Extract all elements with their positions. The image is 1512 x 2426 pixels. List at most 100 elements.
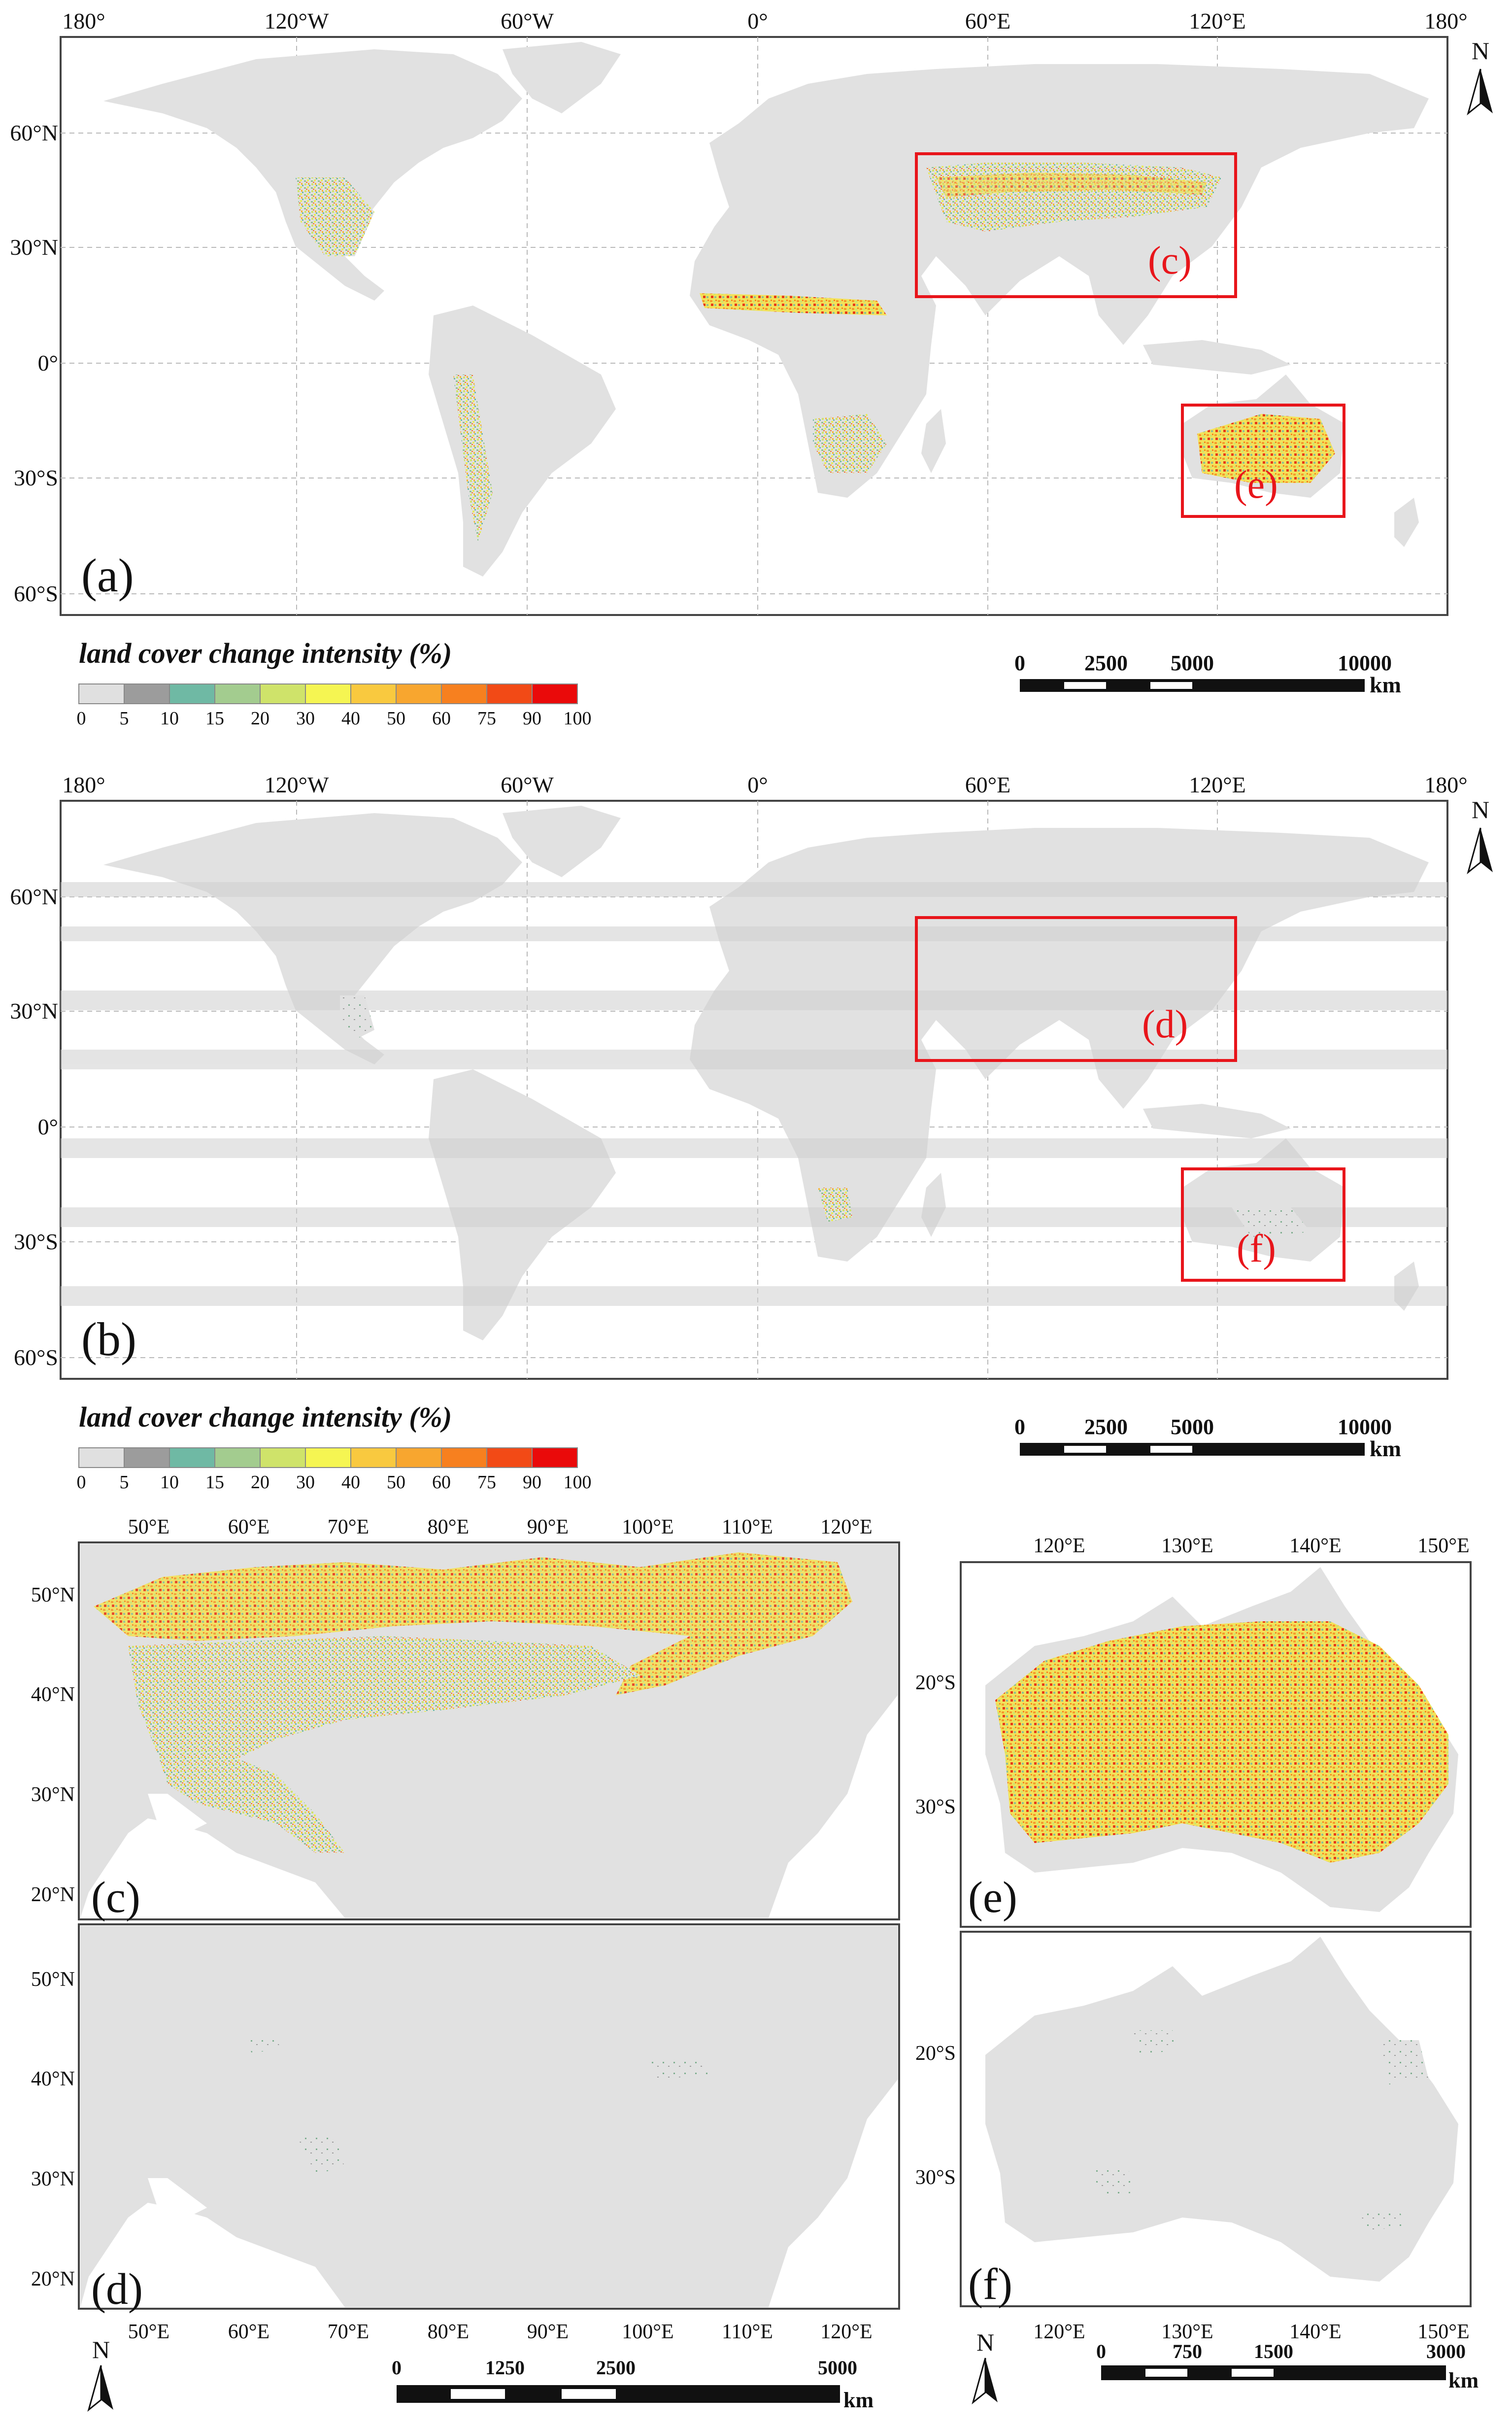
greenland <box>503 42 621 113</box>
panel-b-change-hotspots <box>340 995 1310 1237</box>
svg-text:30°S: 30°S <box>14 465 58 490</box>
svg-text:90: 90 <box>523 708 541 729</box>
legend-a-title: land cover change intensity (%) <box>79 637 452 669</box>
svg-text:0°: 0° <box>38 1114 58 1139</box>
svg-text:1500: 1500 <box>1254 2340 1293 2362</box>
panel-c-change-north <box>94 1552 852 1695</box>
svg-text:140°E: 140°E <box>1289 1535 1341 1557</box>
region-box-f <box>1181 1167 1345 1282</box>
svg-text:120°W: 120°W <box>265 8 329 34</box>
svg-text:0°: 0° <box>747 8 768 34</box>
svg-text:70°E: 70°E <box>328 2321 369 2343</box>
svg-text:40°N: 40°N <box>31 2068 75 2090</box>
legend-b-breaks: 0 5 10 15 20 30 40 50 60 75 90 100 <box>77 1472 592 1493</box>
svg-text:60°N: 60°N <box>10 120 58 145</box>
svg-text:120°E: 120°E <box>1033 2321 1085 2343</box>
region-box-e-label: (e) <box>1234 463 1278 507</box>
svg-text:120°E: 120°E <box>1033 1535 1085 1557</box>
scalebar-b: 0 2500 5000 10000 km <box>1014 1415 1401 1461</box>
svg-text:130°E: 130°E <box>1161 1535 1213 1557</box>
svg-text:3000: 3000 <box>1426 2340 1466 2362</box>
region-box-f-label: (f) <box>1237 1227 1276 1270</box>
svg-text:150°E: 150°E <box>1417 1535 1469 1557</box>
svg-text:30: 30 <box>296 708 315 729</box>
panel-a-label: (a) <box>81 549 134 602</box>
svg-text:0°: 0° <box>747 772 768 797</box>
svg-text:30°S: 30°S <box>915 2166 956 2189</box>
panel-e: 120°E 130°E 140°E 150°E 20°S 30°S (e) <box>915 1535 1472 1928</box>
panel-d-caspian <box>148 2178 207 2218</box>
panel-f-land <box>985 1937 1458 2282</box>
svg-text:N: N <box>1472 796 1489 823</box>
svg-text:40: 40 <box>341 1472 360 1493</box>
africa-eurasia <box>690 64 1429 498</box>
region-box-e <box>1181 404 1345 518</box>
svg-text:N: N <box>1472 37 1489 65</box>
panel-b-lat-labels: 60°N 30°N 0° 30°S 60°S <box>10 884 58 1370</box>
svg-text:N: N <box>976 2328 994 2356</box>
svg-text:60: 60 <box>432 1472 451 1493</box>
panel-d-lat-labels: 50°N 40°N 30°N 20°N <box>31 1968 75 2290</box>
svg-text:80°E: 80°E <box>428 2321 469 2343</box>
svg-text:50: 50 <box>387 708 405 729</box>
svg-text:60°S: 60°S <box>14 581 58 606</box>
legend-b-title: land cover change intensity (%) <box>79 1401 452 1433</box>
svg-text:0: 0 <box>1014 1415 1025 1439</box>
svg-text:N: N <box>92 2336 110 2363</box>
scalebar-aus: 0 750 1500 3000 km <box>1096 2340 1478 2392</box>
panel-c: 50°E 60°E 70°E 80°E 90°E 100°E 110°E 120… <box>31 1516 900 1922</box>
svg-text:60°E: 60°E <box>965 772 1011 797</box>
panel-c-change-central <box>128 1636 640 1784</box>
svg-text:100: 100 <box>564 708 592 729</box>
svg-text:60°E: 60°E <box>228 1516 269 1538</box>
svg-text:5: 5 <box>120 1472 129 1493</box>
svg-text:100: 100 <box>564 1472 592 1493</box>
svg-text:20°N: 20°N <box>31 1883 75 1906</box>
svg-text:120°E: 120°E <box>1189 8 1246 34</box>
panel-a-lat-labels: 60°N 30°N 0° 30°S 60°S <box>10 120 58 606</box>
panel-c-lat-labels: 50°N 40°N 30°N 20°N <box>31 1584 75 1906</box>
panel-b: (d) (f) (b) 180° 120°W 60°W 0° 60°E 120°… <box>10 772 1493 1380</box>
svg-text:2500: 2500 <box>1084 651 1128 675</box>
north-arrow-d: N <box>972 2328 998 2405</box>
scalebar-a: 0 2500 5000 10000 km <box>1014 651 1401 697</box>
svg-text:50: 50 <box>387 1472 405 1493</box>
svg-text:30°S: 30°S <box>14 1229 58 1254</box>
panel-c-lon-labels: 50°E 60°E 70°E 80°E 90°E 100°E 110°E 120… <box>128 1516 873 1538</box>
svg-text:750: 750 <box>1173 2340 1202 2362</box>
svg-text:120°E: 120°E <box>1189 772 1246 797</box>
svg-text:50°N: 50°N <box>31 1584 75 1606</box>
svg-text:120°E: 120°E <box>820 2321 872 2343</box>
svg-text:60: 60 <box>432 708 451 729</box>
svg-text:30: 30 <box>296 1472 315 1493</box>
svg-text:10: 10 <box>160 708 179 729</box>
panel-f-lon-labels: 120°E 130°E 140°E 150°E <box>1033 2321 1469 2343</box>
svg-text:60°E: 60°E <box>228 2321 269 2343</box>
panel-a-lon-labels: 180° 120°W 60°W 0° 60°E 120°E 180° <box>62 8 1467 34</box>
panel-c-caspian <box>148 1794 207 1833</box>
panel-c-label: (c) <box>91 1873 140 1922</box>
svg-text:180°: 180° <box>62 772 105 797</box>
svg-text:5: 5 <box>120 708 129 729</box>
svg-text:120°W: 120°W <box>265 772 329 797</box>
region-box-c-label: (c) <box>1148 239 1192 282</box>
panel-b-lon-labels: 180° 120°W 60°W 0° 60°E 120°E 180° <box>62 772 1467 797</box>
svg-text:100°E: 100°E <box>622 2321 673 2343</box>
indonesia <box>1143 340 1291 375</box>
panel-d-label: (d) <box>91 2265 143 2314</box>
panel-b-latitude-bands <box>61 882 1447 1306</box>
svg-text:60°S: 60°S <box>14 1345 58 1370</box>
svg-text:60°E: 60°E <box>965 8 1011 34</box>
svg-text:60°N: 60°N <box>10 884 58 909</box>
panel-f-change <box>1094 2030 1429 2230</box>
svg-text:10000: 10000 <box>1338 651 1392 675</box>
svg-text:180°: 180° <box>1424 8 1467 34</box>
svg-text:40°N: 40°N <box>31 1683 75 1706</box>
svg-text:2500: 2500 <box>596 2357 636 2379</box>
svg-text:30°N: 30°N <box>10 998 58 1024</box>
svg-text:5000: 5000 <box>1171 1415 1214 1439</box>
panel-f-label: (f) <box>968 2260 1012 2309</box>
svg-text:20°S: 20°S <box>915 1672 956 1694</box>
scalebar-asia: 0 1250 2500 5000 km <box>392 2357 874 2412</box>
panel-f: 120°E 130°E 140°E 150°E 20°S 30°S (f) <box>915 1931 1472 2343</box>
